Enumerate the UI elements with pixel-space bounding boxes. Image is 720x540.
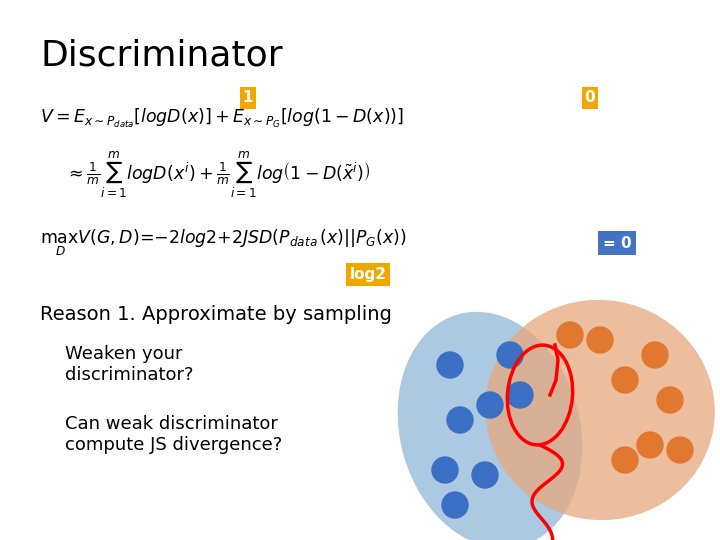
Circle shape — [472, 462, 498, 488]
Ellipse shape — [485, 300, 715, 520]
Text: Discriminator: Discriminator — [40, 38, 283, 72]
Text: $V = E_{x\sim P_{data}}[logD(x)] + E_{x\sim P_G}[log(1-D(x))]$: $V = E_{x\sim P_{data}}[logD(x)] + E_{x\… — [40, 106, 404, 130]
Circle shape — [447, 407, 473, 433]
Text: Weaken your
discriminator?: Weaken your discriminator? — [65, 345, 194, 384]
Text: log2: log2 — [349, 267, 387, 282]
Circle shape — [637, 432, 663, 458]
Circle shape — [612, 367, 638, 393]
Circle shape — [432, 457, 458, 483]
Text: Reason 1. Approximate by sampling: Reason 1. Approximate by sampling — [40, 305, 392, 324]
Circle shape — [587, 327, 613, 353]
Circle shape — [557, 322, 583, 348]
Circle shape — [442, 492, 468, 518]
Text: 0: 0 — [585, 91, 595, 105]
Circle shape — [667, 437, 693, 463]
Circle shape — [437, 352, 463, 378]
Text: = 0: = 0 — [603, 235, 631, 251]
Circle shape — [657, 387, 683, 413]
Text: $\max_D V(G,D) = -2log2 + 2JSD\left(P_{data}(x)||P_G(x)\right)$: $\max_D V(G,D) = -2log2 + 2JSD\left(P_{d… — [40, 228, 407, 258]
Text: 1: 1 — [243, 91, 253, 105]
Ellipse shape — [397, 312, 582, 540]
Circle shape — [612, 447, 638, 473]
Circle shape — [642, 342, 668, 368]
Circle shape — [477, 392, 503, 418]
Text: Can weak discriminator
compute JS divergence?: Can weak discriminator compute JS diverg… — [65, 415, 282, 454]
Text: $\approx \frac{1}{m}\sum_{i=1}^{m}logD(x^i) + \frac{1}{m}\sum_{i=1}^{m}log\left(: $\approx \frac{1}{m}\sum_{i=1}^{m}logD(x… — [65, 150, 370, 200]
Circle shape — [497, 342, 523, 368]
Circle shape — [507, 382, 533, 408]
